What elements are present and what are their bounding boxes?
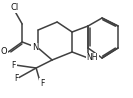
Text: F: F	[14, 74, 18, 83]
Text: N: N	[32, 44, 38, 53]
Text: F: F	[12, 60, 16, 69]
Text: O: O	[1, 48, 8, 57]
Text: F: F	[40, 79, 44, 88]
Text: Cl: Cl	[10, 3, 18, 12]
Text: NH: NH	[87, 54, 98, 63]
